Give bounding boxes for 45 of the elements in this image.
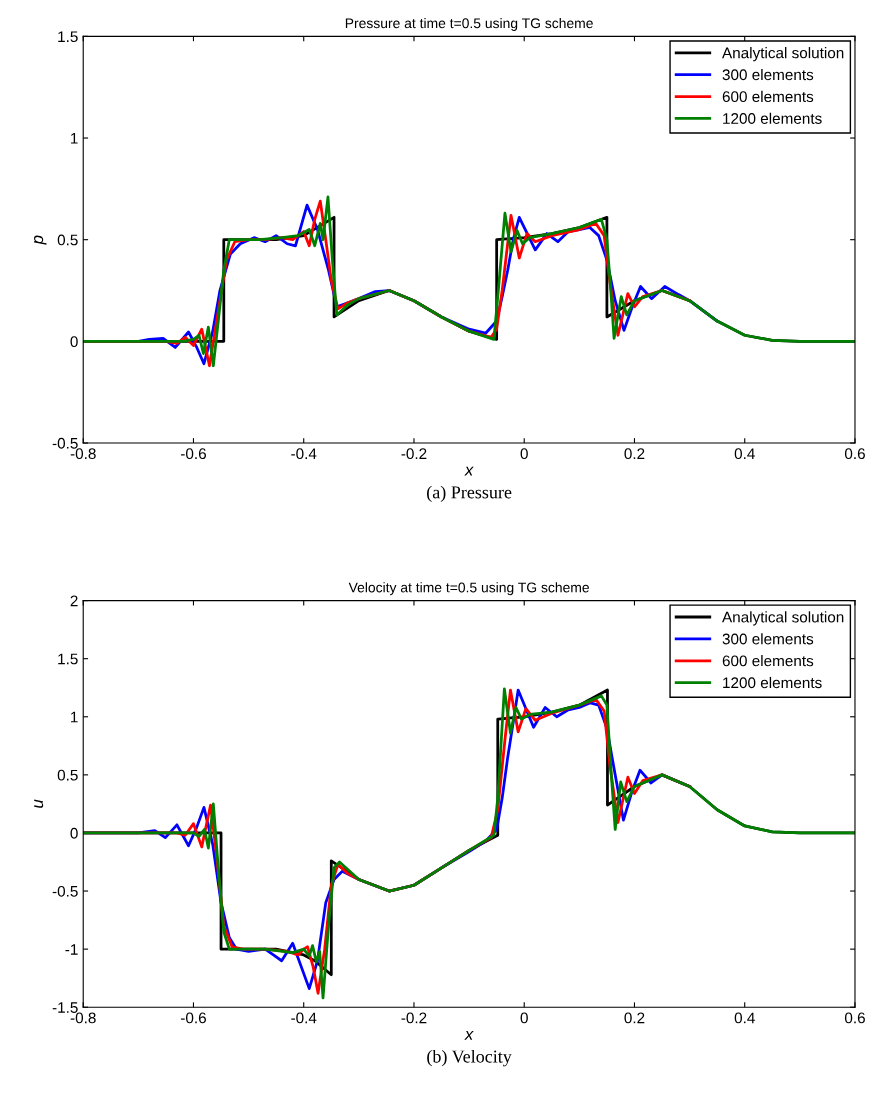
x-tick-label: 0.6	[844, 448, 865, 460]
chart-title: Pressure at time t=0.5 using TG scheme	[345, 17, 593, 31]
x-tick-label: 0.4	[734, 448, 755, 460]
x-tick-label: 0.2	[624, 1012, 645, 1024]
text: (b) Velocity	[427, 1049, 512, 1067]
legend-label: 300 elements	[722, 68, 814, 81]
legend-label: Analytical solution	[722, 47, 844, 62]
y-tick-label: -0.5	[52, 437, 78, 449]
x-tick-label: 0.4	[734, 1012, 755, 1024]
x-tick-label: 0.6	[844, 1012, 865, 1024]
y-tick-label: 0.5	[57, 234, 78, 246]
y-tick-label: 0	[70, 827, 78, 839]
text: (a) Pressure	[427, 485, 512, 503]
x-tick-label: -0.8	[70, 448, 96, 460]
x-tick-label: 0	[520, 1012, 528, 1024]
x-tick-label: -0.6	[180, 1012, 206, 1024]
x-tick-label: -0.4	[291, 448, 317, 460]
x-tick-label: -0.6	[180, 448, 206, 460]
y-tick-label: -1.5	[52, 1002, 78, 1013]
x-tick-label: -0.2	[401, 1012, 427, 1024]
y-tick-label: 0.5	[57, 769, 78, 781]
y-tick-label: 2	[70, 595, 78, 607]
y-tick-label: 1	[71, 133, 78, 144]
y-tick-label: 0	[70, 336, 78, 348]
chart-title: Velocity at time t=0.5 using TG scheme	[348, 582, 589, 596]
y-axis-title: p	[34, 235, 47, 245]
x-axis-title: x	[464, 466, 474, 476]
x-tick-label: -0.2	[401, 448, 427, 460]
legend-label: 1200 elements	[723, 676, 822, 689]
y-axis-title: u	[34, 799, 44, 808]
legend-label: 1200 elements	[723, 112, 822, 124]
x-axis-title: x	[464, 1030, 474, 1040]
x-tick-label: 0	[520, 448, 528, 460]
x-tick-label: -0.4	[291, 1012, 317, 1024]
y-tick-label: -1	[65, 944, 78, 955]
x-tick-label: 0.2	[624, 448, 645, 460]
legend-label: 600 elements	[722, 90, 814, 103]
legend-label: Analytical solution	[722, 611, 844, 626]
x-tick-label: -0.8	[70, 1012, 96, 1024]
y-tick-label: 1	[71, 711, 78, 723]
legend-label: 300 elements	[722, 633, 814, 645]
y-tick-label: 1.5	[58, 653, 78, 665]
y-tick-label: 1.5	[58, 31, 78, 43]
y-tick-label: -0.5	[52, 885, 78, 897]
legend-label: 600 elements	[722, 655, 814, 667]
